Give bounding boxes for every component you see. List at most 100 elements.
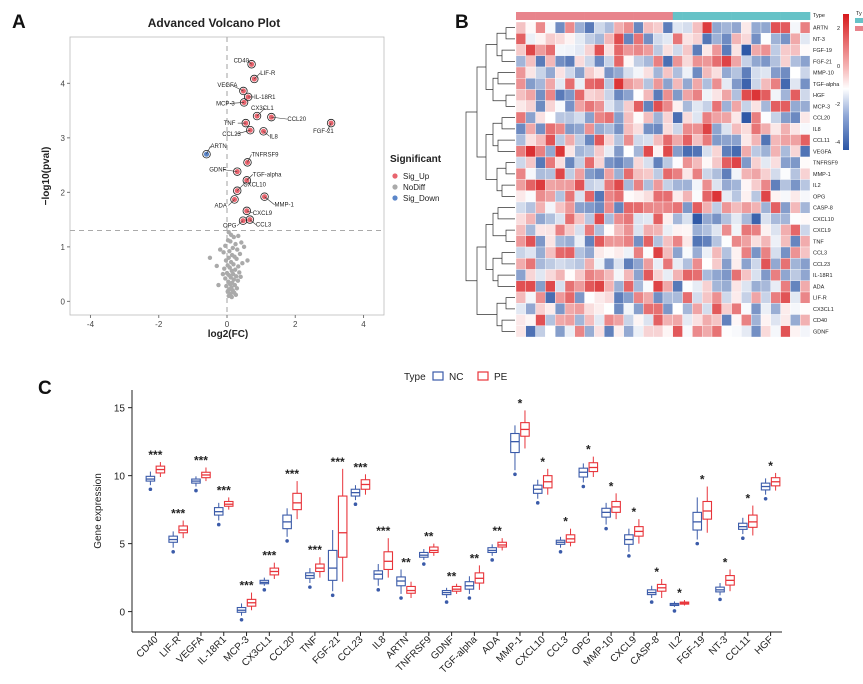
heatmap-cell [692,134,703,146]
volcano-point-nodiff [221,250,226,255]
heatmap-cell [800,123,811,135]
heatmap-cell [535,78,546,90]
significance-stars: *** [308,543,322,557]
heatmap-cell [564,269,575,281]
heatmap-cell [790,89,801,101]
volcano-point-nodiff [231,262,236,267]
heatmap-cell [653,269,664,281]
boxplot-group-ccl3: * CCL3 [545,515,576,660]
heatmap-cell [555,314,566,326]
heatmap-cell [711,66,722,79]
volcano-point-nodiff [237,251,243,257]
heatmap-cell [594,201,605,214]
heatmap-cell [535,201,546,214]
heatmap-cell [741,325,752,338]
heatmap-cell [702,33,713,45]
heatmap-cell [535,44,546,56]
heatmap-cell [800,246,811,259]
type-annotation-pe [780,12,791,20]
box-outlier-nc [558,549,563,554]
volcano-point-nodiff [214,263,219,269]
heatmap-cell [613,134,624,146]
heatmap-cell [672,123,683,135]
box-nc [510,425,520,471]
heatmap-cell [515,314,526,326]
heatmap-cell [692,303,703,315]
volcano-y-tick-label: 4 [61,79,66,88]
heatmap-cell [633,44,644,56]
heatmap-cell [613,325,624,338]
heatmap-cell [731,246,742,259]
type-annotation-nc [565,12,576,20]
heatmap-cell [770,123,781,135]
volcano-point-ring [245,215,255,224]
heatmap-cell [525,269,536,281]
heatmap-cell [721,21,732,34]
heatmap-cell [780,168,791,180]
volcano-gene-label: CCL20 [287,117,306,123]
heatmap-cell [555,246,566,259]
heatmap-cell [721,190,732,203]
heatmap-cell [780,246,791,259]
heatmap-cell [623,156,634,169]
heatmap-cell [623,111,634,124]
box-outlier-nc [741,536,745,540]
heatmap-cell [545,66,556,79]
box-outlier-nc [330,593,335,598]
heatmap-cell [800,55,811,68]
heatmap-cell [780,21,791,34]
heatmap-cell [790,258,801,270]
heatmap-cell [702,201,713,214]
heatmap-cell [594,303,605,315]
box-pe [429,543,439,556]
heatmap-cell [653,291,664,304]
volcano-label-leader [247,154,252,163]
heatmap-cell [633,168,644,180]
heatmap-cell [633,246,644,259]
box-iqr [327,549,338,581]
volcano-point-ring [260,192,269,201]
heatmap-row-labels: ARTNNT-3FGF-19FGF-21MMP-10TGF-alphaHGFMC… [813,26,840,336]
heatmap-cell [702,224,713,236]
heatmap-cell [643,269,654,281]
dendrogram-branch [496,32,506,57]
boxplot-x-tick-label: IL8 [371,634,389,652]
heatmap-cell [525,89,536,101]
volcano-point-ring [250,74,259,84]
heatmap-cell [613,89,624,101]
heatmap-cell [525,55,536,68]
heatmap-cell [662,314,673,326]
heatmap-cell [780,325,791,338]
volcano-y-tick-label: 3 [61,134,66,143]
heatmap-cell [682,33,693,45]
heatmap-cell [545,235,556,248]
heatmap-cell [525,235,536,248]
dendrogram-branch [505,162,515,175]
heatmap-cell [613,66,624,79]
heatmap-cell [672,280,683,293]
heatmap-cell [555,258,566,270]
heatmap-cell [525,78,536,90]
heatmap-cell [535,55,546,68]
heatmap-cell [731,78,742,90]
heatmap-cell [760,213,771,225]
heatmap-cell [574,269,585,281]
volcano-point-nodiff [230,245,236,251]
type-annotation-pe [770,12,781,20]
volcano-point-nodiff [227,249,232,254]
heatmap-cell [711,303,722,315]
heatmap-cell [604,258,615,270]
heatmap-cell [672,224,683,236]
heatmap-cell [741,291,752,304]
heatmap-cell [584,55,595,68]
volcano-label-leader [237,184,244,191]
type-annotation-nc [574,12,585,20]
box-nc [419,549,429,560]
heatmap-cell [760,156,771,169]
heatmap-cell [800,325,811,338]
legend-nc-swatch [432,371,444,381]
heatmap-cell [751,246,762,259]
box-outlier-nc [148,487,153,492]
box-outlier-nc [649,600,654,604]
